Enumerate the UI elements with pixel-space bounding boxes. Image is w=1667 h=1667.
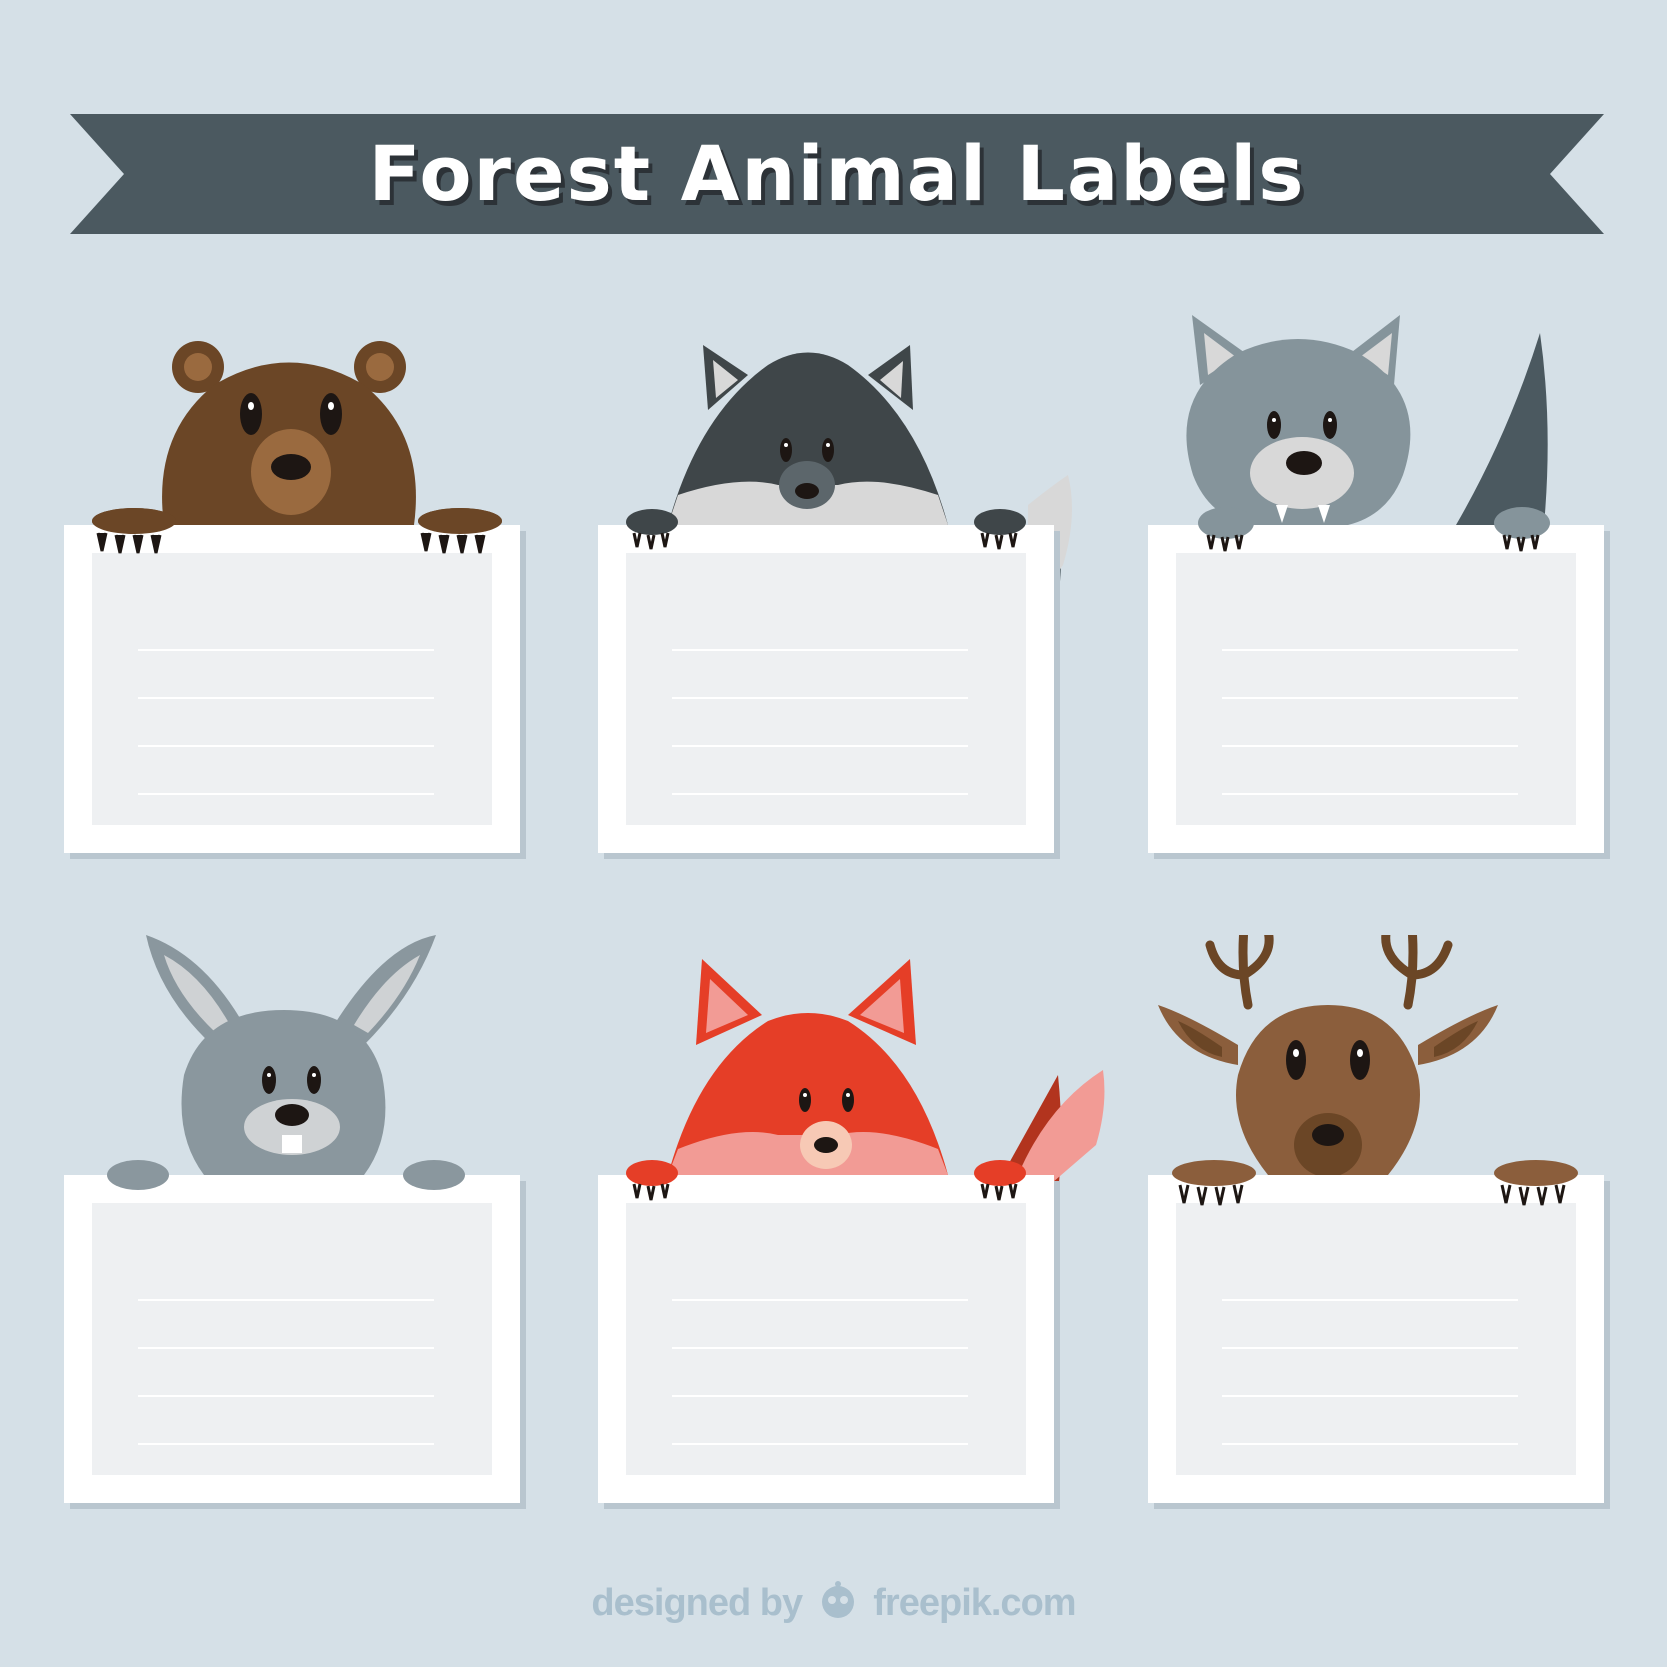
gray-wolf-paws-icon <box>1198 507 1550 552</box>
deer-icon <box>1158 935 1498 1177</box>
writing-line <box>672 697 968 699</box>
writing-line <box>138 1395 434 1397</box>
label-card-bear[interactable] <box>64 285 534 853</box>
label-writing-area[interactable] <box>92 1203 492 1475</box>
page-title: Forest Animal Labels <box>368 129 1306 218</box>
title-banner: Forest Animal Labels <box>70 114 1604 234</box>
writing-line <box>672 1395 968 1397</box>
designer-credit: designed by freepik.com <box>0 1580 1667 1630</box>
writing-line <box>1222 1299 1518 1301</box>
label-card[interactable] <box>64 1175 520 1503</box>
gray-wolf-tail-icon <box>1456 333 1548 525</box>
rabbit-paws-icon <box>107 1160 465 1190</box>
writing-line <box>1222 649 1518 651</box>
writing-line <box>138 649 434 651</box>
label-writing-area[interactable] <box>626 553 1026 825</box>
writing-line <box>1222 1443 1518 1445</box>
dark-wolf-paws-icon <box>626 509 1026 550</box>
freepik-logo-icon <box>818 1580 858 1630</box>
credit-prefix: designed by <box>591 1582 803 1625</box>
writing-line <box>138 1443 434 1445</box>
writing-line <box>672 649 968 651</box>
writing-line <box>1222 1347 1518 1349</box>
label-card-wolf-gray[interactable] <box>1148 285 1618 853</box>
writing-line <box>138 1347 434 1349</box>
label-card-wolf-dark[interactable] <box>598 285 1072 853</box>
writing-line <box>672 793 968 795</box>
label-card-deer[interactable] <box>1148 935 1618 1503</box>
writing-line <box>672 1443 968 1445</box>
label-card-fox[interactable] <box>598 935 1105 1503</box>
writing-line <box>672 745 968 747</box>
writing-line <box>138 697 434 699</box>
label-writing-area[interactable] <box>626 1203 1026 1475</box>
credit-brand[interactable]: freepik.com <box>873 1582 1076 1625</box>
gray-wolf-icon <box>1186 315 1411 525</box>
writing-line <box>1222 1395 1518 1397</box>
writing-line <box>672 1299 968 1301</box>
fox-paws-icon <box>626 1160 1026 1201</box>
writing-line <box>672 1347 968 1349</box>
writing-line <box>1222 697 1518 699</box>
writing-line <box>138 793 434 795</box>
label-writing-area[interactable] <box>1176 553 1576 825</box>
ribbon-shape <box>70 114 1604 234</box>
label-card[interactable] <box>598 1175 1054 1503</box>
label-card[interactable] <box>1148 525 1604 853</box>
writing-line <box>138 745 434 747</box>
label-card[interactable] <box>64 525 520 853</box>
dark-wolf-icon <box>668 345 948 525</box>
label-card[interactable] <box>1148 1175 1604 1503</box>
deer-hooves-icon <box>1172 1160 1578 1206</box>
label-card-rabbit[interactable] <box>64 935 534 1503</box>
label-writing-area[interactable] <box>92 553 492 825</box>
label-writing-area[interactable] <box>1176 1203 1576 1475</box>
fox-icon <box>668 959 948 1175</box>
rabbit-icon <box>146 935 436 1175</box>
label-card[interactable] <box>598 525 1054 853</box>
writing-line <box>1222 793 1518 795</box>
writing-line <box>138 1299 434 1301</box>
bear-claws-icon <box>92 508 502 554</box>
writing-line <box>1222 745 1518 747</box>
